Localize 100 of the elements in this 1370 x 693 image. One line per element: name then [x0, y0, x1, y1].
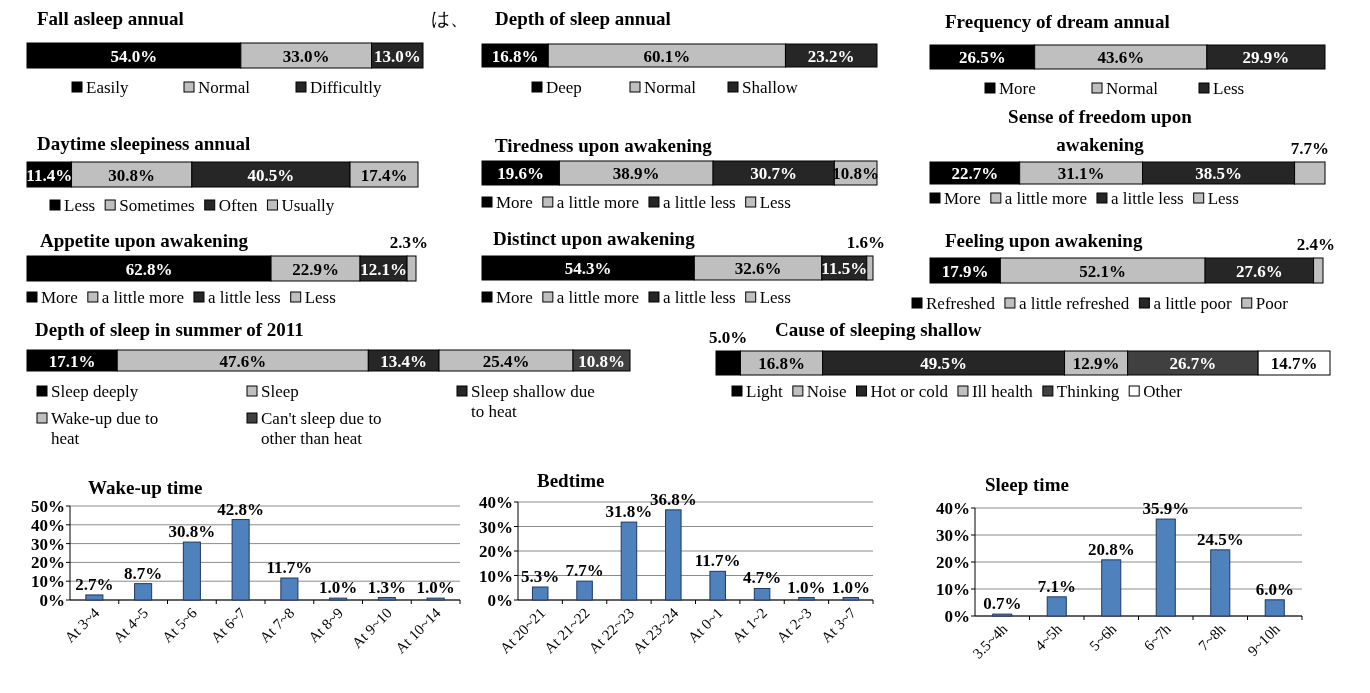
data-label: 27.6% — [1235, 261, 1283, 281]
legend-label: Refreshed — [926, 294, 996, 313]
bar — [798, 597, 815, 601]
data-label: 62.8% — [125, 259, 173, 279]
data-label: 26.7% — [1169, 354, 1217, 373]
data-label: 14.7% — [1270, 354, 1318, 373]
legend-label: Poor — [1255, 294, 1289, 313]
bar — [134, 583, 153, 601]
legend-label: More — [999, 79, 1036, 98]
bar — [1046, 596, 1067, 617]
data-label: 54.0% — [110, 46, 158, 66]
y-tick-label: 0% — [487, 591, 513, 610]
legend-label: Noise — [806, 382, 847, 401]
legend-label: More — [41, 288, 78, 307]
data-label: 4.7% — [742, 568, 782, 588]
legend-label: Thinking — [1056, 382, 1120, 401]
legend-label: a little more — [556, 288, 639, 307]
data-label: 13.4% — [380, 351, 428, 371]
legend-label: a little refreshed — [1018, 294, 1130, 313]
x-tick-label: 4~5h — [1031, 620, 1066, 654]
chart-title: Distinct upon awakening — [493, 228, 696, 249]
data-label: 7.7% — [565, 561, 604, 581]
y-tick-label: 30% — [479, 517, 513, 537]
chart-title: Bedtime — [537, 470, 605, 491]
legend-label: Less — [1213, 79, 1245, 98]
legend-label: Normal — [644, 78, 697, 97]
data-label: 31.1% — [1057, 164, 1105, 183]
data-label: 5.0% — [709, 328, 748, 347]
data-label: 38.5% — [1195, 164, 1242, 183]
legend-label: Wake-up due to heat — [51, 409, 159, 448]
y-tick-label: 20% — [936, 553, 970, 572]
legend-label: Usually — [281, 196, 335, 215]
data-label: 26.5% — [958, 48, 1006, 67]
y-tick-label: 10% — [31, 572, 65, 592]
legend-label: Less — [64, 196, 96, 215]
data-label: 16.8% — [758, 354, 805, 373]
data-label: 11.7% — [694, 551, 741, 571]
data-label: 42.8% — [217, 499, 264, 519]
data-label: 38.9% — [612, 164, 660, 183]
data-label: 1.6% — [846, 233, 885, 252]
chart-title: Wake-up time — [88, 477, 203, 498]
data-label: 20.8% — [1087, 539, 1135, 559]
legend-label: Hot or cold — [870, 382, 949, 401]
chart-title: Depth of sleep annual — [495, 8, 671, 29]
data-label: 17.4% — [360, 165, 408, 185]
legend-label: Normal — [198, 78, 251, 97]
data-label: 11.5% — [821, 259, 868, 278]
legend-label: Difficultly — [310, 78, 382, 97]
legend-label: a little more — [101, 288, 184, 307]
legend-label: a little more — [556, 193, 639, 212]
x-tick-label: At 3~7 — [818, 604, 860, 646]
bar — [1264, 599, 1285, 617]
data-label: 1.0% — [787, 577, 826, 597]
y-tick-label: 0% — [944, 607, 970, 626]
data-label: 47.6% — [219, 351, 267, 371]
chart-title: Appetite upon awakening — [40, 230, 249, 251]
data-label: 23.2% — [807, 46, 855, 66]
data-label: 7.1% — [1037, 576, 1076, 596]
legend-label: Ill health — [971, 382, 1034, 401]
bar — [1101, 559, 1122, 617]
data-label: 12.9% — [1072, 354, 1120, 373]
text: は、 — [431, 8, 469, 29]
legend-label: a little less — [662, 288, 736, 307]
data-label: 7.7% — [1290, 139, 1329, 158]
data-label: 35.9% — [1142, 499, 1190, 519]
chart-title: Sleep time — [985, 474, 1069, 495]
x-tick-label: 6~7h — [1140, 620, 1175, 654]
data-label: 29.9% — [1242, 48, 1290, 67]
bar — [665, 509, 682, 601]
data-label: 36.8% — [649, 489, 697, 509]
x-tick-label: At 5~6 — [159, 604, 201, 646]
data-label: 1.0% — [831, 577, 870, 597]
y-tick-label: 0% — [39, 591, 65, 610]
data-label: 11.4% — [26, 165, 73, 185]
bar — [231, 519, 250, 601]
data-label: 60.1% — [643, 46, 691, 66]
data-label: 49.5% — [920, 354, 967, 373]
data-label: 11.7% — [266, 558, 313, 577]
data-label: 0.7% — [983, 594, 1022, 614]
legend-label: Deep — [546, 78, 582, 97]
bar — [377, 597, 396, 601]
legend-label: Sleep deeply — [51, 382, 139, 401]
x-tick-label: At 8~9 — [305, 604, 347, 646]
bar — [1210, 549, 1231, 617]
data-label: 30.7% — [750, 164, 798, 183]
bar — [85, 594, 104, 601]
data-label: 22.9% — [292, 259, 339, 279]
legend-label: Can't sleep due to other than heat — [261, 409, 382, 448]
data-label: 1.3% — [367, 577, 406, 597]
legend-label: a little less — [207, 288, 281, 307]
data-label: 17.9% — [941, 261, 989, 281]
legend-label: Sometimes — [119, 196, 195, 215]
legend-label: a little less — [1110, 189, 1184, 208]
data-label: 2.3% — [389, 233, 428, 252]
y-tick-label: 20% — [31, 553, 65, 573]
data-label: 10.8% — [578, 351, 625, 371]
data-label: 33.0% — [282, 46, 330, 66]
chart-title: Sense of freedom upon awakening — [1008, 106, 1193, 155]
data-label: 54.3% — [564, 259, 612, 278]
bar — [576, 580, 593, 601]
